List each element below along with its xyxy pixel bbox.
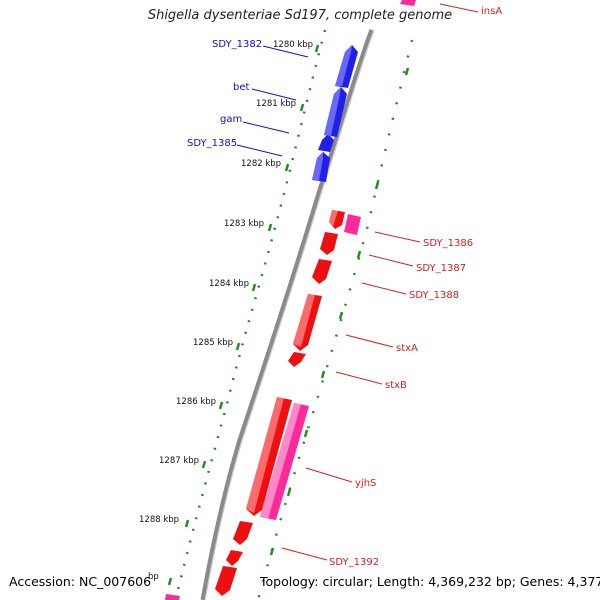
leader-line bbox=[281, 547, 328, 561]
leader-line bbox=[345, 334, 394, 348]
tick-label: 1287 kbp bbox=[159, 456, 199, 466]
tick-mark bbox=[269, 547, 275, 556]
gene-feature-insa[interactable] bbox=[400, 0, 416, 6]
gene-feature-stxb[interactable] bbox=[288, 352, 306, 367]
tick-mark bbox=[374, 181, 380, 190]
tick-mark bbox=[251, 283, 257, 292]
gene-feature-sdy1392-c[interactable] bbox=[215, 566, 237, 596]
leader-line bbox=[262, 45, 309, 58]
gene-feature-sdy1388[interactable] bbox=[312, 259, 332, 284]
tick-label: 1282 kbp bbox=[241, 159, 281, 169]
tick-label: 1286 kbp bbox=[176, 397, 216, 407]
tick-label: 1285 kbp bbox=[193, 338, 233, 348]
gene-feature-sdy1392-b[interactable] bbox=[226, 550, 243, 566]
reverse-strand-genes-shade bbox=[246, 210, 338, 513]
tick-mark bbox=[356, 250, 362, 259]
gene-label[interactable]: bet bbox=[233, 82, 250, 93]
tick-mark bbox=[284, 163, 290, 172]
leader-line bbox=[305, 467, 353, 483]
gene-shade bbox=[260, 403, 301, 519]
forward-strand-genes-shade bbox=[312, 45, 352, 181]
gene-feature-edge[interactable] bbox=[165, 594, 180, 600]
gene-label[interactable]: insA bbox=[481, 6, 502, 17]
tick-mark bbox=[184, 519, 190, 528]
gene-label[interactable]: gam bbox=[220, 114, 242, 125]
topology-text: Topology: circular; Length: 4,369,232 bp… bbox=[260, 574, 600, 589]
tick-mark bbox=[286, 488, 292, 497]
gene-label[interactable]: SDY_1385 bbox=[187, 138, 237, 149]
leader-line bbox=[236, 144, 283, 157]
genome-backbone-highlight bbox=[204, 29, 375, 600]
tick-mark bbox=[314, 44, 320, 53]
gene-labels-right: insA SDY_1386 SDY_1387 SDY_1388 stxA stx… bbox=[329, 6, 502, 568]
gene-label[interactable]: stxB bbox=[385, 380, 407, 391]
leader-line bbox=[335, 371, 383, 385]
leader-line bbox=[251, 88, 297, 101]
accession-text: Accession: NC_007606 bbox=[9, 574, 152, 589]
tick-mark bbox=[299, 103, 305, 112]
genome-backbone bbox=[200, 29, 375, 600]
gene-shade bbox=[293, 294, 315, 347]
gene-shade bbox=[329, 210, 338, 226]
outer-track-genes bbox=[165, 0, 416, 600]
tick-mark bbox=[267, 223, 273, 232]
gene-label[interactable]: SDY_1382 bbox=[212, 39, 262, 50]
leader-line bbox=[361, 282, 407, 295]
tick-label: 1288 kbp bbox=[139, 515, 179, 525]
tick-label: 1281 kbp bbox=[256, 99, 296, 109]
tick-mark bbox=[201, 460, 207, 469]
outer-track-genes-shade bbox=[260, 403, 301, 519]
tick-mark bbox=[303, 429, 309, 438]
tick-label: 1280 kbp bbox=[273, 40, 313, 50]
gene-label[interactable]: SDY_1386 bbox=[423, 238, 473, 249]
leader-lines-left bbox=[236, 45, 309, 157]
tick-mark bbox=[320, 370, 326, 379]
gene-feature-gam[interactable] bbox=[318, 134, 334, 152]
gene-shade bbox=[246, 397, 284, 513]
leader-line bbox=[439, 3, 479, 13]
leader-line bbox=[374, 231, 421, 243]
genome-title: Shigella dysenteriae Sd197, complete gen… bbox=[147, 8, 453, 23]
gene-shade bbox=[324, 87, 341, 136]
tick-label: 1283 kbp bbox=[224, 219, 264, 229]
gene-feature-sdy1386-outer[interactable] bbox=[344, 214, 361, 235]
leader-lines-right bbox=[281, 3, 479, 561]
gene-shade bbox=[335, 45, 352, 86]
tick-labels: 1280 kbp 1281 kbp 1282 kbp 1283 kbp 1284… bbox=[139, 40, 313, 582]
tick-label: bp bbox=[148, 572, 159, 582]
gene-feature-sdy1392-a[interactable] bbox=[233, 521, 253, 545]
tick-mark bbox=[338, 311, 344, 320]
gene-label[interactable]: SDY_1388 bbox=[409, 290, 459, 301]
leader-line bbox=[242, 121, 290, 134]
leader-line bbox=[368, 254, 414, 267]
inner-tick-ring bbox=[176, 29, 327, 591]
major-ticks bbox=[167, 44, 410, 586]
gene-label[interactable]: SDY_1387 bbox=[416, 263, 466, 274]
tick-mark bbox=[167, 577, 173, 586]
tick-mark bbox=[218, 401, 224, 410]
gene-feature-sdy1387[interactable] bbox=[320, 232, 338, 255]
gene-shade bbox=[312, 152, 323, 181]
tick-label: 1284 kbp bbox=[209, 279, 249, 289]
gene-label[interactable]: stxA bbox=[396, 343, 418, 354]
gene-labels-left: SDY_1382 bet gam SDY_1385 bbox=[187, 39, 262, 149]
tick-mark bbox=[235, 342, 241, 351]
gene-label[interactable]: yjhS bbox=[355, 478, 376, 489]
tick-mark bbox=[404, 67, 410, 76]
gene-label[interactable]: SDY_1392 bbox=[329, 557, 379, 568]
